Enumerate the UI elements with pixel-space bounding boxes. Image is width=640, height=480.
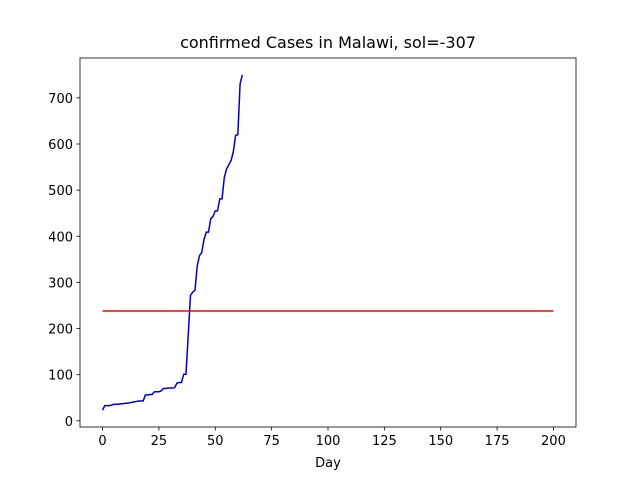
x-tick-label: 150: [428, 434, 453, 449]
y-tick-label: 300: [48, 276, 73, 291]
chart-title: confirmed Cases in Malawi, sol=-307: [180, 33, 476, 52]
y-tick-label: 400: [48, 230, 73, 245]
x-tick-label: 25: [151, 434, 168, 449]
y-tick-label: 0: [65, 415, 73, 430]
line-series: [101, 74, 244, 411]
y-tick-label: 700: [48, 92, 73, 107]
y-tick-label: 600: [48, 138, 73, 153]
x-tick-label: 175: [485, 434, 510, 449]
y-tick-label: 200: [48, 323, 73, 338]
x-tick-label: 200: [541, 434, 566, 449]
x-tick-label: 125: [372, 434, 397, 449]
x-axis-label: Day: [315, 456, 341, 471]
x-tick-label: 100: [316, 434, 341, 449]
x-tick-label: 50: [207, 434, 224, 449]
x-tick-label: 75: [263, 434, 280, 449]
plot-frame: [79, 57, 577, 428]
y-tick-label: 100: [48, 369, 73, 384]
y-tick-label: 500: [48, 184, 73, 199]
x-tick-label: 0: [98, 434, 106, 449]
